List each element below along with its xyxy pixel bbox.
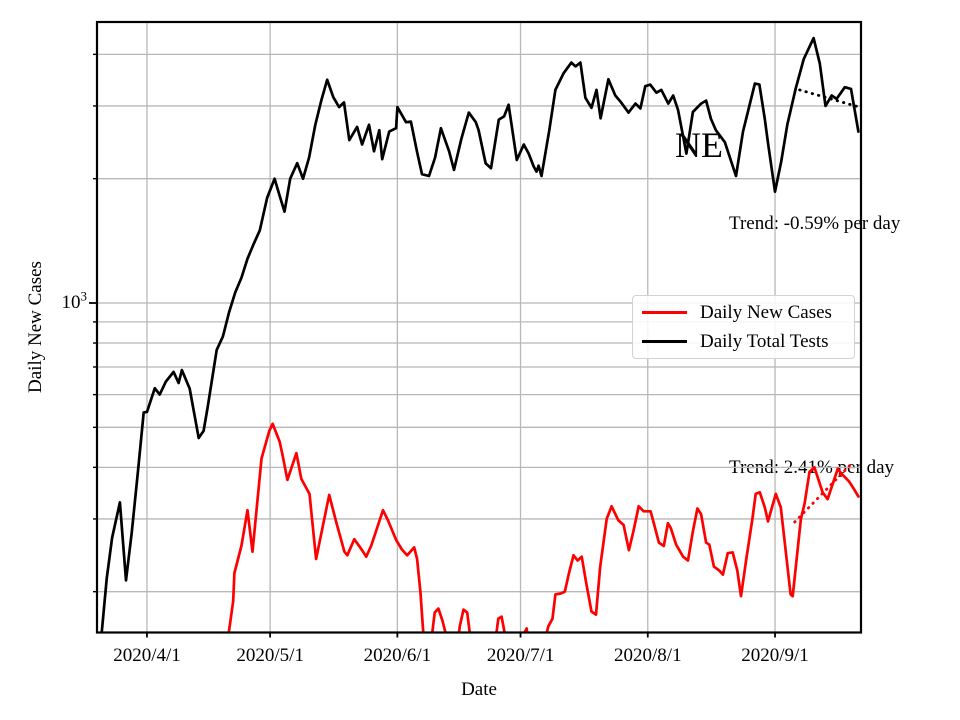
axes-frame — [95, 20, 863, 634]
trend-line-daily-new-cases — [793, 462, 853, 524]
series-daily-new-cases — [227, 422, 860, 633]
trend-label-tests: Trend: -0.59% per day — [729, 213, 901, 234]
series-daily-total-tests — [100, 36, 860, 633]
trend-line-daily-total-tests — [798, 88, 861, 109]
